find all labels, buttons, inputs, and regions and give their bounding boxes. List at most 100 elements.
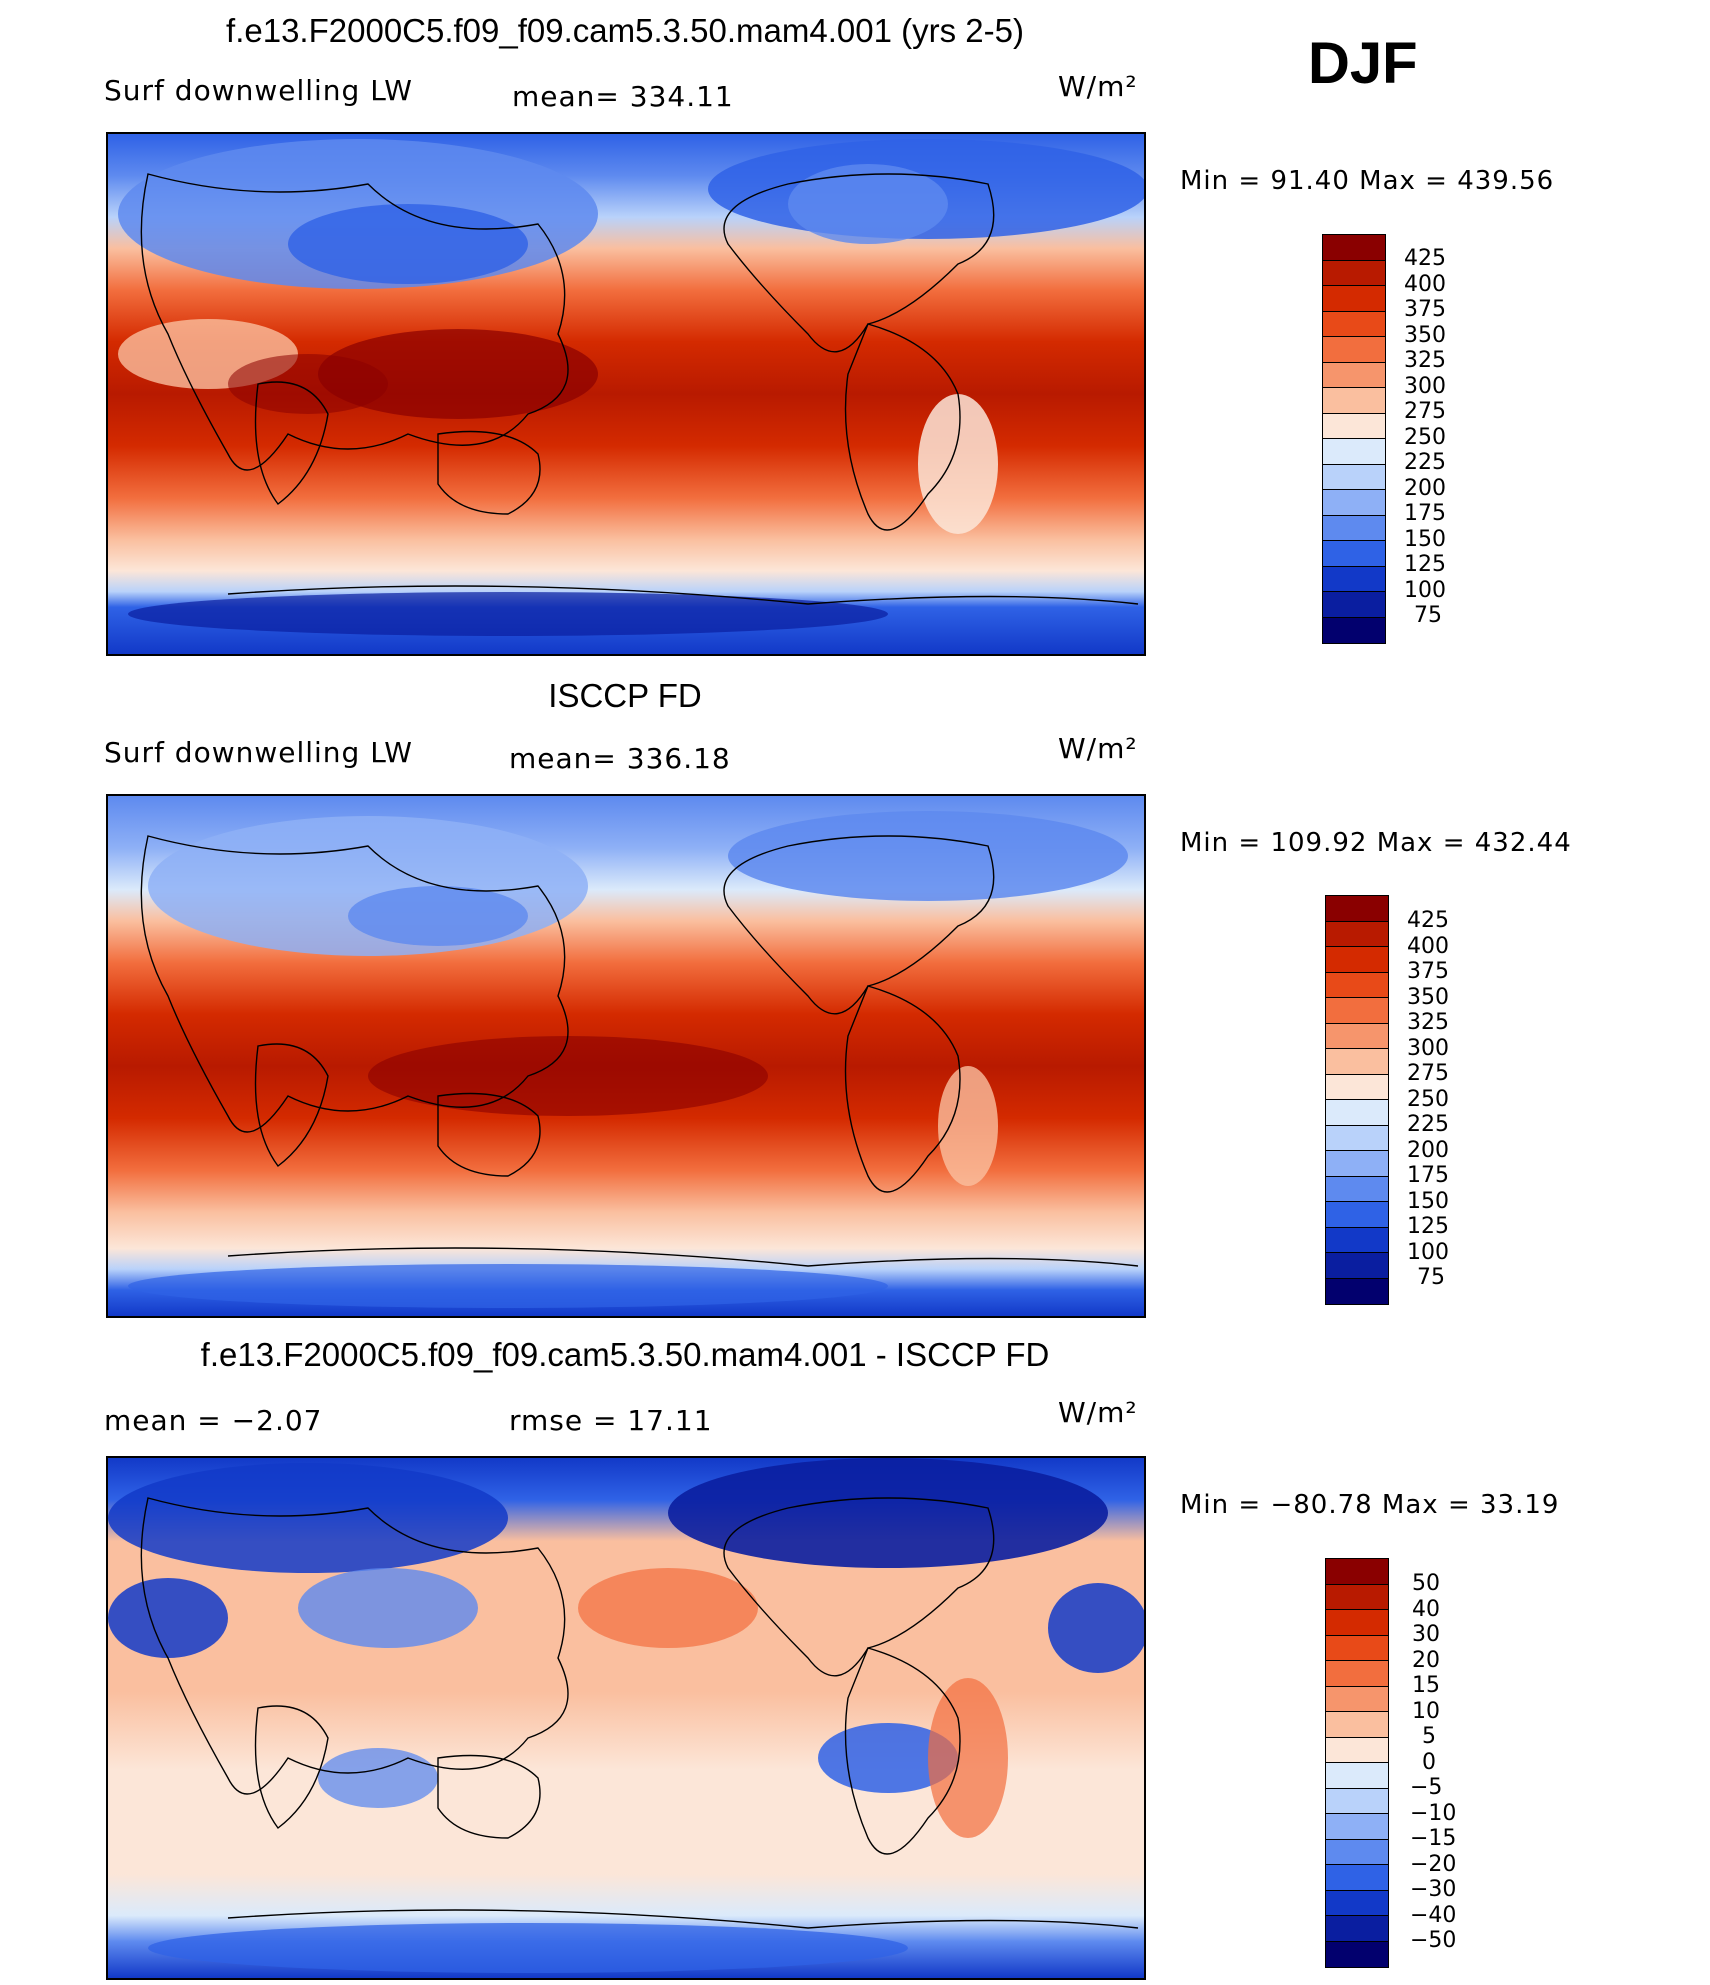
colorbar-swatch bbox=[1323, 541, 1385, 567]
colorbar-tick: 125 bbox=[1404, 552, 1446, 577]
panel-1-map bbox=[106, 132, 1146, 656]
colorbar-tick: 350 bbox=[1404, 323, 1446, 348]
colorbar-swatch bbox=[1323, 312, 1385, 337]
panel-2-min-max: Min = 109.92 Max = 432.44 bbox=[1180, 828, 1572, 858]
colorbar-swatch bbox=[1323, 261, 1385, 286]
colorbar-swatch bbox=[1326, 1585, 1388, 1610]
panel-3-map-canvas bbox=[108, 1458, 1144, 1978]
colorbar-tick: 225 bbox=[1404, 450, 1446, 475]
colorbar-tick: 400 bbox=[1404, 272, 1446, 297]
panel-2-colorbar bbox=[1325, 895, 1389, 1305]
colorbar-swatch bbox=[1323, 465, 1385, 490]
panel-3-units-label: W/m² bbox=[1058, 1396, 1138, 1429]
colorbar-swatch bbox=[1323, 516, 1385, 541]
colorbar-tick: 100 bbox=[1404, 578, 1446, 603]
colorbar-tick: 325 bbox=[1404, 348, 1446, 373]
colorbar-tick: −30 bbox=[1410, 1877, 1457, 1902]
colorbar-swatch bbox=[1326, 998, 1388, 1024]
colorbar-swatch bbox=[1326, 1789, 1388, 1814]
panel-3-min-max: Min = −80.78 Max = 33.19 bbox=[1180, 1490, 1560, 1520]
colorbar-swatch bbox=[1326, 922, 1388, 947]
colorbar-tick: 325 bbox=[1407, 1010, 1449, 1035]
colorbar-tick: 0 bbox=[1422, 1750, 1436, 1775]
colorbar-tick: 125 bbox=[1407, 1214, 1449, 1239]
colorbar-swatch bbox=[1326, 1942, 1388, 1967]
colorbar-tick: 350 bbox=[1407, 985, 1449, 1010]
colorbar-swatch bbox=[1326, 1228, 1388, 1253]
colorbar-tick: 75 bbox=[1414, 603, 1442, 628]
panel-1-map-canvas bbox=[108, 134, 1144, 654]
colorbar-tick: 425 bbox=[1404, 246, 1446, 271]
colorbar-swatch bbox=[1326, 896, 1388, 922]
colorbar-swatch bbox=[1323, 388, 1385, 414]
panel-1-colorbar bbox=[1322, 234, 1386, 644]
panel-2-units-label: W/m² bbox=[1058, 732, 1138, 765]
colorbar-tick: 250 bbox=[1407, 1087, 1449, 1112]
colorbar-tick: 400 bbox=[1407, 934, 1449, 959]
colorbar-tick: 175 bbox=[1404, 501, 1446, 526]
panel-2-variable-label: Surf downwelling LW bbox=[104, 736, 413, 769]
colorbar-tick: −50 bbox=[1410, 1928, 1457, 1953]
colorbar-swatch bbox=[1326, 1202, 1388, 1228]
colorbar-swatch bbox=[1326, 1024, 1388, 1049]
colorbar-swatch bbox=[1326, 973, 1388, 998]
colorbar-swatch bbox=[1326, 1738, 1388, 1763]
colorbar-swatch bbox=[1326, 947, 1388, 973]
colorbar-tick: 150 bbox=[1404, 527, 1446, 552]
colorbar-swatch bbox=[1323, 337, 1385, 363]
colorbar-swatch bbox=[1326, 1916, 1388, 1942]
colorbar-swatch bbox=[1326, 1840, 1388, 1865]
colorbar-swatch bbox=[1323, 618, 1385, 643]
colorbar-swatch bbox=[1323, 363, 1385, 388]
colorbar-swatch bbox=[1323, 490, 1385, 516]
season-label: DJF bbox=[1308, 31, 1418, 96]
colorbar-tick: 75 bbox=[1417, 1265, 1445, 1290]
colorbar-swatch bbox=[1323, 414, 1385, 439]
panel-2-mean-label: mean= 336.18 bbox=[509, 742, 731, 775]
colorbar-tick: 5 bbox=[1422, 1724, 1436, 1749]
colorbar-tick: −10 bbox=[1410, 1801, 1457, 1826]
colorbar-tick: 150 bbox=[1407, 1189, 1449, 1214]
colorbar-swatch bbox=[1326, 1891, 1388, 1916]
colorbar-tick: 225 bbox=[1407, 1112, 1449, 1137]
colorbar-swatch bbox=[1326, 1126, 1388, 1151]
panel-3-title: f.e13.F2000C5.f09_f09.cam5.3.50.mam4.001… bbox=[200, 1336, 1050, 1373]
colorbar-swatch bbox=[1326, 1279, 1388, 1304]
colorbar-tick: −40 bbox=[1410, 1903, 1457, 1928]
colorbar-tick: 175 bbox=[1407, 1163, 1449, 1188]
colorbar-swatch bbox=[1326, 1177, 1388, 1202]
colorbar-tick: 300 bbox=[1404, 374, 1446, 399]
colorbar-swatch bbox=[1326, 1865, 1388, 1891]
panel-3-map bbox=[106, 1456, 1146, 1980]
colorbar-swatch bbox=[1326, 1687, 1388, 1712]
panel-2-map bbox=[106, 794, 1146, 1318]
colorbar-swatch bbox=[1326, 1151, 1388, 1177]
colorbar-tick: 15 bbox=[1412, 1673, 1440, 1698]
colorbar-tick: 425 bbox=[1407, 908, 1449, 933]
colorbar-tick: 375 bbox=[1404, 297, 1446, 322]
panel-3-rmse-label: rmse = 17.11 bbox=[509, 1404, 713, 1437]
colorbar-swatch bbox=[1323, 286, 1385, 312]
panel-2-map-canvas bbox=[108, 796, 1144, 1316]
colorbar-swatch bbox=[1326, 1712, 1388, 1738]
colorbar-tick: 200 bbox=[1407, 1138, 1449, 1163]
colorbar-swatch bbox=[1323, 592, 1385, 618]
colorbar-swatch bbox=[1323, 235, 1385, 261]
colorbar-tick: 200 bbox=[1404, 476, 1446, 501]
colorbar-swatch bbox=[1326, 1610, 1388, 1636]
colorbar-swatch bbox=[1326, 1253, 1388, 1279]
panel-3-mean-label: mean = −2.07 bbox=[104, 1404, 323, 1437]
colorbar-swatch bbox=[1326, 1763, 1388, 1789]
colorbar-swatch bbox=[1326, 1661, 1388, 1687]
panel-1-units-label: W/m² bbox=[1058, 70, 1138, 103]
colorbar-swatch bbox=[1323, 567, 1385, 592]
colorbar-swatch bbox=[1326, 1636, 1388, 1661]
colorbar-swatch bbox=[1326, 1075, 1388, 1100]
colorbar-tick: 250 bbox=[1404, 425, 1446, 450]
colorbar-tick: 100 bbox=[1407, 1240, 1449, 1265]
colorbar-tick: 40 bbox=[1412, 1597, 1440, 1622]
colorbar-swatch bbox=[1326, 1814, 1388, 1840]
colorbar-swatch bbox=[1326, 1559, 1388, 1585]
colorbar-tick: 30 bbox=[1412, 1622, 1440, 1647]
colorbar-tick: −5 bbox=[1410, 1775, 1443, 1800]
